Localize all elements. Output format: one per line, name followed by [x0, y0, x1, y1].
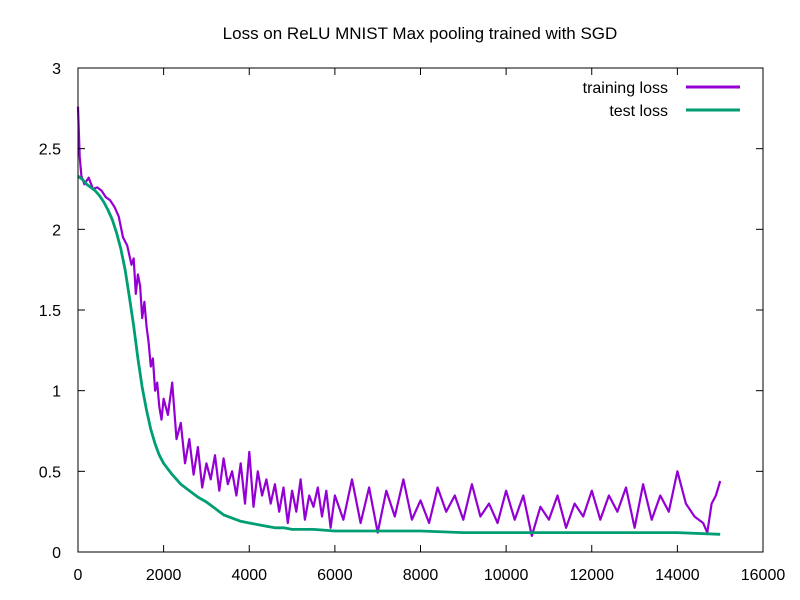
x-tick-label: 4000 [231, 567, 267, 584]
legend-label: training loss [583, 80, 668, 97]
x-tick-label: 10000 [484, 567, 529, 584]
chart-title: Loss on ReLU MNIST Max pooling trained w… [223, 24, 618, 43]
y-tick-label: 0.5 [39, 464, 61, 481]
x-tick-label: 0 [74, 567, 83, 584]
x-tick-label: 2000 [146, 567, 182, 584]
y-tick-label: 1 [52, 384, 61, 401]
y-tick-label: 1.5 [39, 303, 61, 320]
x-tick-label: 12000 [570, 567, 615, 584]
x-tick-label: 6000 [317, 567, 353, 584]
legend-label: test loss [609, 103, 668, 120]
series-layer [76, 106, 722, 538]
axes-layer: 0 2000 4000 6000 8000 10000 12000 14000 16000 0 0.… [39, 61, 786, 584]
y-tick-label: 3 [52, 61, 61, 78]
plot-frame [77, 67, 764, 553]
x-tick-label: 14000 [655, 567, 700, 584]
y-tick-label: 2.5 [39, 142, 61, 159]
y-tick-label: 0 [52, 545, 61, 562]
series-line-training-loss [76, 106, 722, 538]
y-tick-label: 2 [52, 222, 61, 239]
x-tick-label: 8000 [403, 567, 439, 584]
series-line-test-loss [77, 174, 721, 536]
x-tick-label: 16000 [741, 567, 786, 584]
legend: training loss test loss [583, 80, 740, 120]
